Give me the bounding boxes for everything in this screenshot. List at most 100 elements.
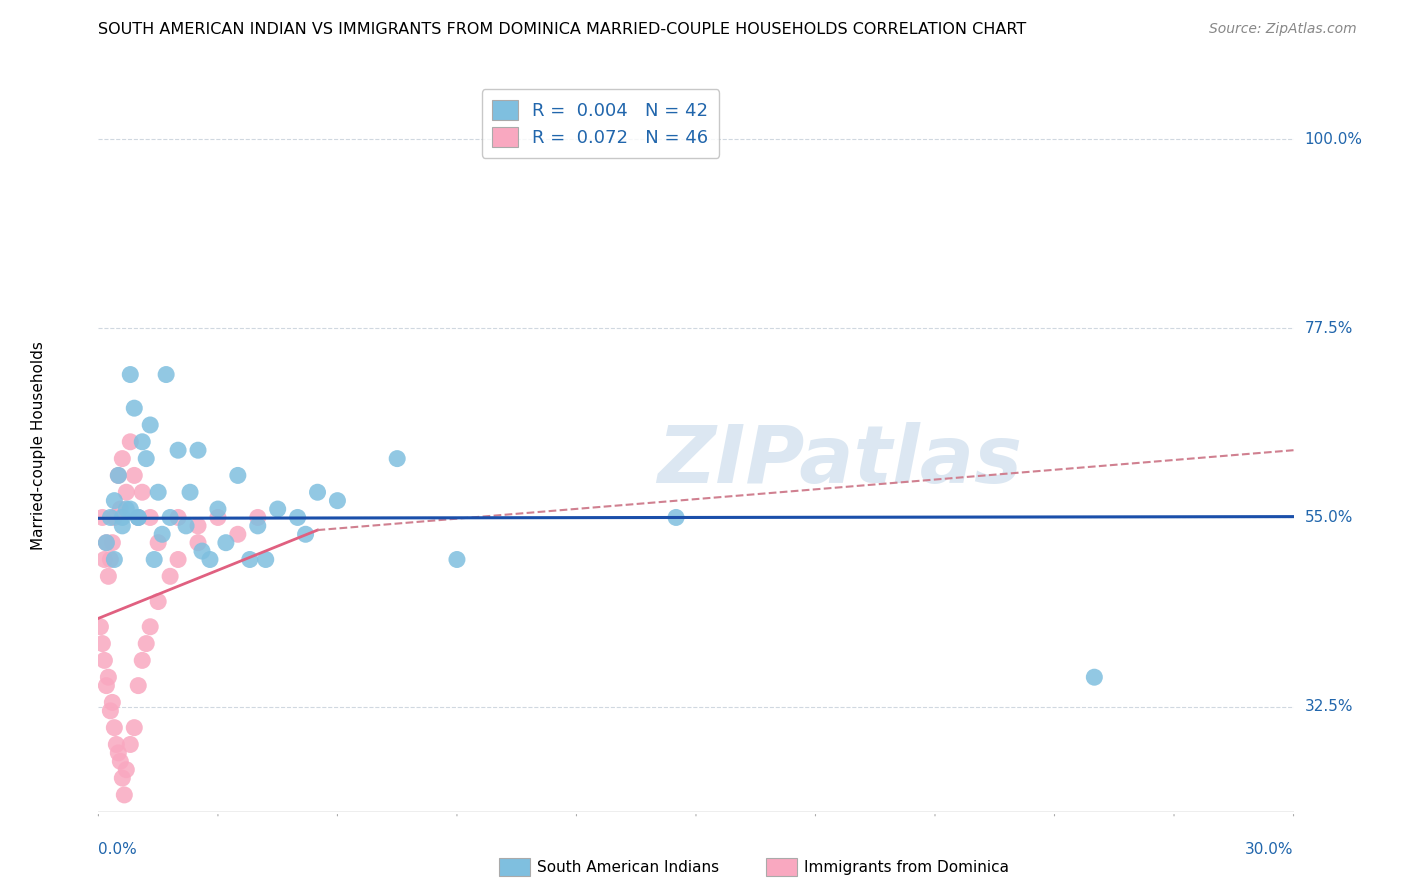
Point <box>124 468 146 483</box>
Point <box>254 552 277 566</box>
Point <box>150 527 173 541</box>
Point <box>98 704 122 718</box>
Point <box>191 544 214 558</box>
Point <box>294 527 316 541</box>
Point <box>120 434 142 449</box>
Point <box>103 493 125 508</box>
Point <box>135 636 157 650</box>
Text: ZIPatlas: ZIPatlas <box>657 422 1022 500</box>
Point <box>127 679 149 693</box>
Text: 32.5%: 32.5% <box>1305 699 1353 714</box>
Point <box>110 754 132 768</box>
Point <box>167 552 190 566</box>
Point <box>111 771 134 785</box>
Point <box>139 620 162 634</box>
Point <box>226 468 249 483</box>
Text: 77.5%: 77.5% <box>1305 321 1353 335</box>
Point <box>93 552 115 566</box>
Point <box>665 510 688 524</box>
Point <box>385 451 409 466</box>
Point <box>148 535 170 549</box>
Point <box>112 788 135 802</box>
Point <box>143 552 166 566</box>
Point <box>115 485 138 500</box>
Point <box>139 417 162 432</box>
Point <box>307 485 329 500</box>
Point <box>111 510 134 524</box>
Point <box>155 368 177 382</box>
Point <box>105 738 128 752</box>
Point <box>148 485 170 500</box>
Text: South American Indians: South American Indians <box>537 860 720 874</box>
Point <box>127 510 149 524</box>
Point <box>96 679 118 693</box>
Point <box>446 552 468 566</box>
Point <box>97 670 120 684</box>
Point <box>239 552 262 566</box>
Point <box>107 468 129 483</box>
Point <box>124 401 146 416</box>
Text: 55.0%: 55.0% <box>1305 510 1353 525</box>
Point <box>131 485 153 500</box>
Point <box>115 502 138 516</box>
Point <box>127 510 149 524</box>
Point <box>89 620 111 634</box>
Point <box>139 510 162 524</box>
Point <box>120 738 142 752</box>
Point <box>287 510 309 524</box>
Point <box>159 569 181 583</box>
Text: 0.0%: 0.0% <box>98 842 138 857</box>
Point <box>135 451 157 466</box>
Point <box>103 721 125 735</box>
Point <box>103 552 125 566</box>
Point <box>98 552 122 566</box>
Point <box>101 695 124 709</box>
Point <box>120 502 142 516</box>
Point <box>215 535 238 549</box>
Point <box>96 535 118 549</box>
Point <box>110 502 132 516</box>
Text: 30.0%: 30.0% <box>1246 842 1294 857</box>
Text: 100.0%: 100.0% <box>1305 132 1362 146</box>
Point <box>96 535 118 549</box>
Text: SOUTH AMERICAN INDIAN VS IMMIGRANTS FROM DOMINICA MARRIED-COUPLE HOUSEHOLDS CORR: SOUTH AMERICAN INDIAN VS IMMIGRANTS FROM… <box>98 22 1026 37</box>
Legend: R =  0.004   N = 42, R =  0.072   N = 46: R = 0.004 N = 42, R = 0.072 N = 46 <box>482 89 718 158</box>
Point <box>127 510 149 524</box>
Point <box>246 519 269 533</box>
Point <box>124 721 146 735</box>
Point <box>115 763 138 777</box>
Point <box>198 552 221 566</box>
Point <box>107 468 129 483</box>
Point <box>91 636 114 650</box>
Point <box>131 653 153 667</box>
Point <box>167 443 190 458</box>
Point <box>91 510 114 524</box>
Point <box>111 451 134 466</box>
Text: Source: ZipAtlas.com: Source: ZipAtlas.com <box>1209 22 1357 37</box>
Point <box>226 527 249 541</box>
Point <box>159 510 181 524</box>
Point <box>167 510 190 524</box>
Point <box>131 434 153 449</box>
Point <box>103 510 125 524</box>
Point <box>267 502 290 516</box>
Point <box>1083 670 1105 684</box>
Point <box>326 493 349 508</box>
Point <box>120 368 142 382</box>
Point <box>101 535 124 549</box>
Point <box>246 510 269 524</box>
Point <box>174 519 197 533</box>
Point <box>148 594 170 608</box>
Point <box>97 569 120 583</box>
Text: Immigrants from Dominica: Immigrants from Dominica <box>804 860 1010 874</box>
Point <box>93 653 115 667</box>
Text: Married-couple Households: Married-couple Households <box>31 342 46 550</box>
Point <box>187 519 209 533</box>
Point <box>187 535 209 549</box>
Point <box>98 510 122 524</box>
Point <box>111 519 134 533</box>
Point <box>179 485 201 500</box>
Point <box>207 502 229 516</box>
Point <box>107 746 129 760</box>
Point <box>187 443 209 458</box>
